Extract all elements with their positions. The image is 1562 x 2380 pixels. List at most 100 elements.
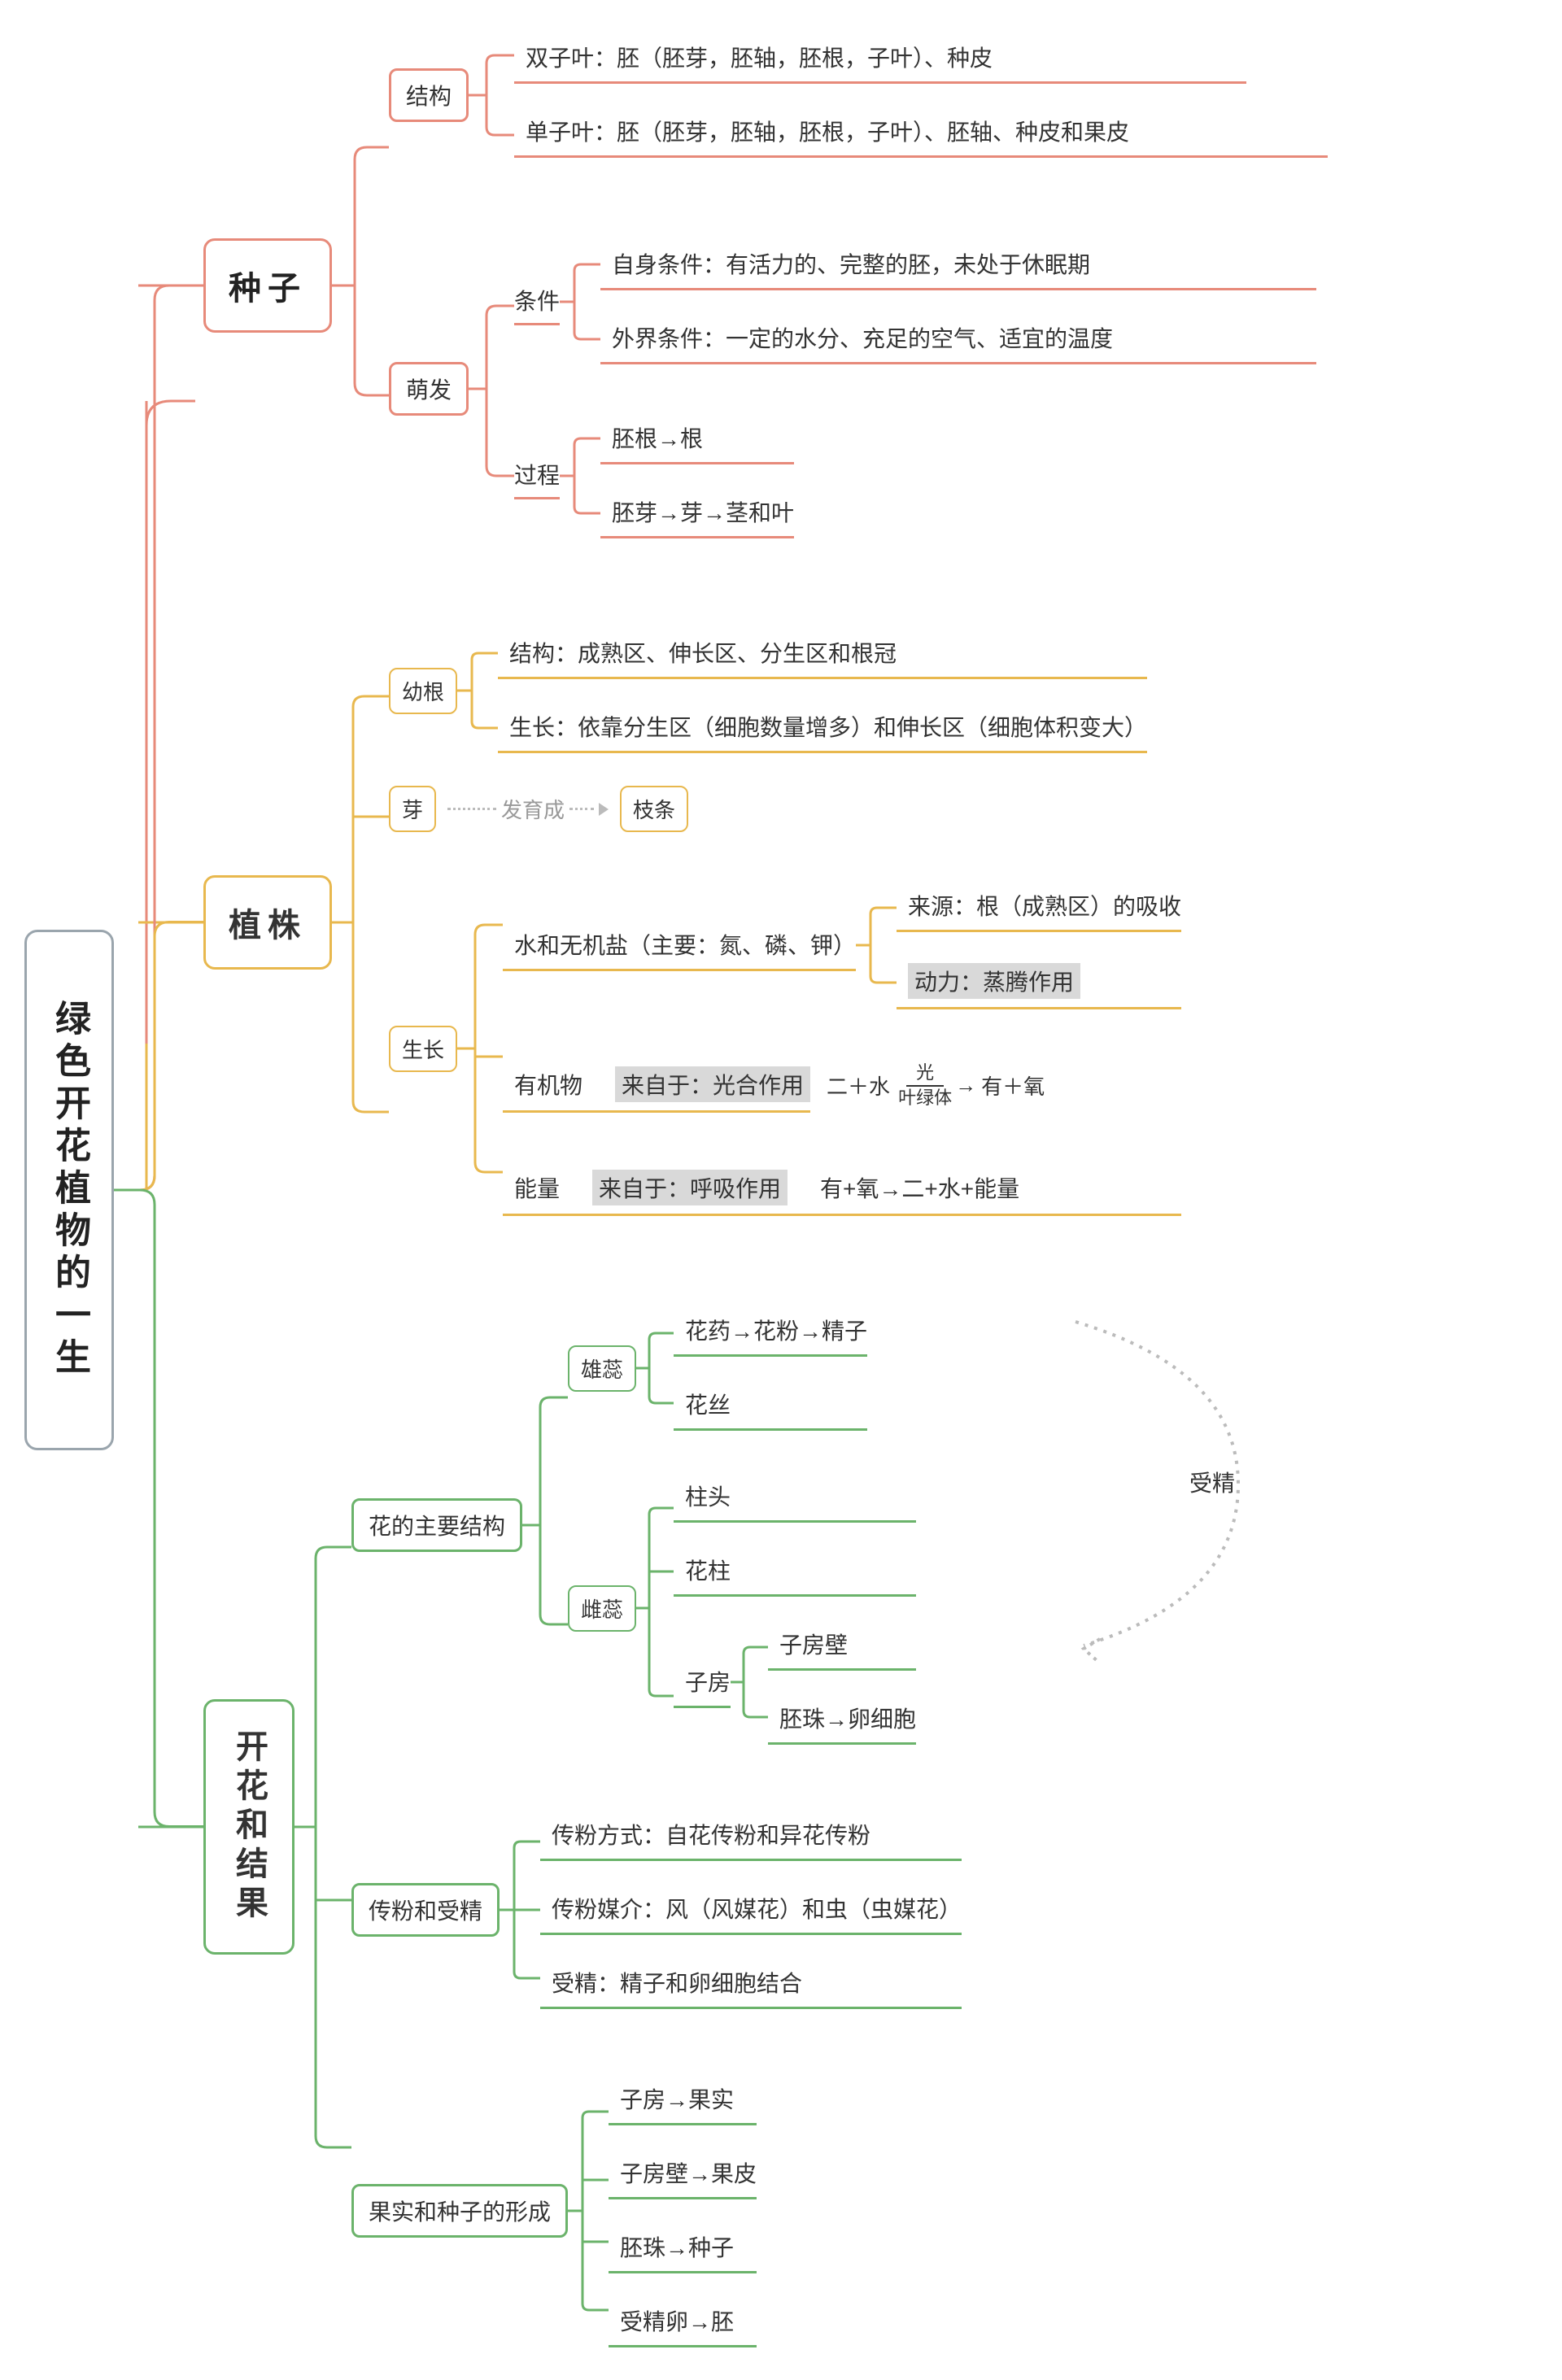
leaf-energy: 能量 来自于：呼吸作用 有+氧→二+水+能量 (503, 1162, 1181, 1216)
seed-germ-group: 萌发 条件 (389, 239, 1328, 538)
stamen-leaves: 花药→花粉→精子 花丝 (674, 1306, 867, 1431)
fork-seed-struct (469, 34, 514, 156)
bud-arrow: 发育成 (447, 794, 609, 824)
leaf-poll-medium: 传粉媒介：风（风媒花）和虫（虫媒花） (540, 1884, 962, 1935)
photosynthesis-formula: 二＋水 光 叶绿体 → 有＋氧 (827, 1063, 1045, 1107)
leaf-monocot: 单子叶：胚（胚芽，胚轴，胚根，子叶）、胚轴、种皮和果皮 (514, 107, 1328, 158)
fork-water (856, 888, 897, 1002)
root-node: 绿色开花植物的一生 (24, 930, 114, 1450)
germ-cond-label: 条件 (514, 279, 560, 325)
leaf-fruit4: 受精卵→胚 (609, 2296, 757, 2347)
poll-leaves: 传粉方式：自花传粉和异花传粉 传粉媒介：风（风媒花）和虫（虫媒花） 受精：精子和… (540, 1810, 962, 2009)
bud-develop-text: 发育成 (501, 794, 565, 824)
seed-structure-leaves: 双子叶：胚（胚芽，胚轴，胚根，子叶）、种皮 单子叶：胚（胚芽，胚轴，胚根，子叶）… (514, 33, 1328, 158)
fork-fruit (568, 2089, 609, 2333)
ovary-group: 子房 子房壁 胚珠→卵细胞 (674, 1619, 916, 1745)
seed-children: 结构 双子叶：胚（胚芽，胚轴，胚根，子叶）、种皮 单子叶：胚（胚芽，胚轴，胚根，… (389, 33, 1328, 538)
formula-right: 有＋氧 (981, 1070, 1045, 1101)
seed-structure-group: 结构 双子叶：胚（胚芽，胚轴，胚根，子叶）、种皮 单子叶：胚（胚芽，胚轴，胚根，… (389, 33, 1328, 158)
main-branches: 种子 结构 双子叶：胚（胚芽，胚 (114, 33, 1328, 2347)
flower-struct-group: 花的主要结构 雄蕊 (351, 1306, 962, 1745)
leaf-yroot-growth: 生长：依靠分生区（细胞数量增多）和伸长区（细胞体积变大） (498, 702, 1147, 753)
fork-poll (500, 1820, 540, 1999)
pistil-node: 雌蕊 (568, 1585, 636, 1632)
leaf-filament: 花丝 (674, 1380, 867, 1431)
seed-node: 种子 (203, 238, 332, 333)
leaf-ovule: 胚珠→卵细胞 (768, 1693, 916, 1745)
pollination-group: 传粉和受精 传粉方式：自花传粉和异花传粉 传粉媒介：风（风媒花）和虫（虫媒花） … (351, 1810, 962, 2009)
water-leaves: 来源：根（成熟区）的吸收 动力：蒸腾作用 (897, 881, 1181, 1009)
leaf-ovary: 子房 (674, 1657, 731, 1708)
leaf-dicot: 双子叶：胚（胚芽，胚轴，胚根，子叶）、种皮 (514, 33, 1246, 84)
plant-children: 幼根 结构：成熟区、伸长区、分生区和根冠 生长：依靠分生区（细胞数量增多）和伸长… (389, 628, 1181, 1216)
fork-flower (295, 1380, 351, 2274)
leaf-cond-ext: 外界条件：一定的水分、充足的空气、适宜的温度 (600, 313, 1316, 364)
germ-children: 条件 自身条件：有活力的、完整的胚，未处于休眠期 外界条件：一定的水分、充足的空… (514, 239, 1316, 538)
leaf-fruit2: 子房壁→果皮 (609, 2148, 757, 2199)
germ-cond-group: 条件 自身条件：有活力的、完整的胚，未处于休眠期 外界条件：一定的水分、充足的空… (514, 239, 1316, 364)
leaf-yroot-struct: 结构：成熟区、伸长区、分生区和根冠 (498, 628, 1147, 679)
proc-leaves: 胚根→根 胚芽→芽→茎和叶 (600, 413, 794, 538)
pollination-node: 传粉和受精 (351, 1883, 500, 1937)
leaf-organic: 有机物 来自于：光合作用 (503, 1058, 810, 1113)
fruit-group: 果实和种子的形成 子房→果实 子房壁→果皮 胚珠→种子 受精卵→胚 (351, 2074, 962, 2347)
plant-branch: 植株 幼根 结 (114, 628, 1328, 1216)
energy-label: 能量 (514, 1171, 560, 1204)
leaf-anther: 花药→花粉→精子 (674, 1306, 867, 1357)
bud-node: 芽 (389, 786, 436, 832)
leaf-fruit3: 胚珠→种子 (609, 2222, 757, 2273)
growth-children: 水和无机盐（主要：氮、磷、钾） 来源：根（成熟区）的吸收 动力：蒸腾作用 (503, 881, 1181, 1216)
flower-branch: 开花和结果 花的主要结构 (114, 1306, 1328, 2347)
fstruct-children: 雄蕊 花药→花粉→精子 花丝 (568, 1306, 916, 1745)
mindmap-root: 绿色开花植物的一生 种子 结构 (24, 33, 1538, 2347)
fruit-leaves: 子房→果实 子房壁→果皮 胚珠→种子 受精卵→胚 (609, 2074, 757, 2347)
germ-proc-group: 过程 胚根→根 胚芽→芽→茎和叶 (514, 413, 1316, 538)
leaf-stigma: 柱头 (674, 1471, 916, 1523)
leaf-cond-self: 自身条件：有活力的、完整的胚，未处于休眠期 (600, 239, 1316, 290)
fork-germ (469, 259, 514, 519)
formula-frac: 光 叶绿体 (898, 1063, 952, 1107)
fork-growth (457, 886, 503, 1211)
organic-group: 有机物 来自于：光合作用 二＋水 光 叶绿体 → 有＋氧 (503, 1058, 1181, 1113)
leaf-water-src: 来源：根（成熟区）的吸收 (897, 881, 1181, 932)
fork-ovary (731, 1629, 768, 1735)
growth-node: 生长 (389, 1026, 457, 1072)
young-root-node: 幼根 (389, 668, 457, 714)
leaf-style: 花柱 (674, 1545, 916, 1597)
leaf-fruit1: 子房→果实 (609, 2074, 757, 2125)
seed-branch: 种子 结构 双子叶：胚（胚芽，胚 (114, 33, 1328, 538)
yroot-leaves: 结构：成熟区、伸长区、分生区和根冠 生长：依靠分生区（细胞数量增多）和伸长区（细… (498, 628, 1147, 753)
leaf-poll-method: 传粉方式：自花传粉和异花传粉 (540, 1810, 962, 1861)
leaf-poll-fert: 受精：精子和卵细胞结合 (540, 1958, 962, 2009)
conn-flower (114, 1380, 203, 2274)
bud-group: 芽 发育成 枝条 (389, 786, 1181, 832)
stamen-group: 雄蕊 花药→花粉→精子 花丝 (568, 1306, 916, 1431)
cond-leaves: 自身条件：有活力的、完整的胚，未处于休眠期 外界条件：一定的水分、充足的空气、适… (600, 239, 1316, 364)
conn-seed (114, 74, 203, 497)
pistil-leaves: 柱头 花柱 子房 (674, 1471, 916, 1745)
flower-children: 花的主要结构 雄蕊 (351, 1306, 962, 2347)
fork-plant (332, 638, 389, 1207)
formula-bot: 叶绿体 (898, 1087, 952, 1108)
flower-struct-node: 花的主要结构 (351, 1498, 522, 1552)
flower-node: 开花和结果 (203, 1699, 295, 1955)
pistil-group: 雌蕊 柱头 花柱 (568, 1471, 916, 1745)
formula-top: 光 (906, 1063, 944, 1086)
energy-formula: 有+氧→二+水+能量 (820, 1171, 1019, 1204)
fork-yroot (457, 634, 498, 748)
bud-result-node: 枝条 (620, 786, 688, 832)
fertilization-arrow: 受精 (1051, 1297, 1295, 1672)
leaf-water: 水和无机盐（主要：氮、磷、钾） (503, 920, 856, 971)
water-group: 水和无机盐（主要：氮、磷、钾） 来源：根（成熟区）的吸收 动力：蒸腾作用 (503, 881, 1181, 1009)
hl-organic-from: 来自于：光合作用 (615, 1066, 810, 1102)
seed-structure-node: 结构 (389, 68, 469, 122)
fert-label: 受精 (1189, 1471, 1235, 1496)
fork-fstruct (522, 1346, 568, 1704)
fork-cond (560, 245, 600, 359)
growth-group: 生长 水和无机盐（主要：氮、磷、钾） (389, 881, 1181, 1216)
fork-stamen (636, 1315, 674, 1421)
leaf-water-power: 动力：蒸腾作用 (897, 955, 1181, 1009)
germ-proc-label: 过程 (514, 453, 560, 499)
conn-plant (114, 638, 203, 1207)
formula-left: 二＋水 (827, 1070, 890, 1101)
